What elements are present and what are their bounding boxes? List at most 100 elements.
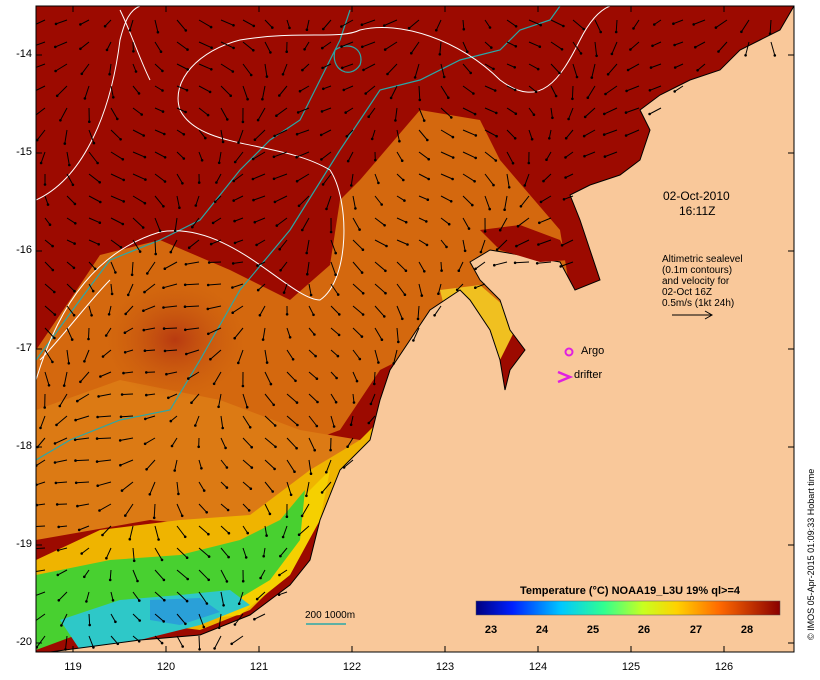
velocity-arrow <box>261 85 266 100</box>
velocity-arrow <box>44 283 55 293</box>
velocity-arrowhead <box>120 393 124 396</box>
velocity-arrow <box>37 437 46 448</box>
velocity-arrow <box>36 41 46 46</box>
velocity-arrow <box>36 547 46 550</box>
velocity-arrow <box>412 327 420 341</box>
velocity-arrowhead <box>256 118 260 122</box>
velocity-arrow <box>110 591 114 601</box>
velocity-arrowhead <box>163 132 166 136</box>
velocity-arrowhead <box>207 578 210 582</box>
velocity-arrow <box>515 261 530 264</box>
velocity-arrowhead <box>579 52 583 55</box>
velocity-arrowhead <box>345 135 349 138</box>
velocity-arrow <box>563 195 574 200</box>
velocity-arrow <box>36 63 46 68</box>
velocity-arrow <box>132 195 146 204</box>
velocity-arrowhead <box>342 466 346 469</box>
velocity-arrowhead <box>114 620 117 624</box>
drifter-marker <box>557 370 574 384</box>
velocity-arrowhead <box>120 489 124 492</box>
velocity-arrowhead <box>402 178 405 182</box>
velocity-arrow <box>108 305 112 315</box>
velocity-arrow <box>40 415 46 429</box>
velocity-arrow <box>440 129 454 138</box>
velocity-arrowhead <box>493 263 496 267</box>
velocity-arrowhead <box>183 283 187 287</box>
velocity-arrow <box>231 635 244 645</box>
velocity-arrow <box>257 107 266 121</box>
velocity-arrow <box>374 349 379 363</box>
velocity-arrowhead <box>105 48 109 52</box>
velocity-arrow <box>176 591 188 602</box>
velocity-arrowhead <box>433 314 436 317</box>
velocity-arrowhead <box>232 46 235 50</box>
velocity-arrow <box>715 19 728 29</box>
velocity-arrowhead <box>312 313 315 317</box>
velocity-arrowhead <box>62 384 66 387</box>
velocity-arrow <box>374 283 386 294</box>
velocity-arrowhead <box>438 53 442 56</box>
map-time: 16:11Z <box>679 204 716 218</box>
velocity-arrowhead <box>225 486 229 489</box>
velocity-arrow <box>528 85 537 93</box>
velocity-arrowhead <box>209 357 212 361</box>
velocity-arrow <box>673 19 684 25</box>
velocity-arrow <box>363 63 376 71</box>
velocity-arrow <box>440 261 443 271</box>
velocity-arrowhead <box>383 48 387 51</box>
velocity-arrowhead <box>403 293 407 297</box>
velocity-arrow <box>237 349 244 364</box>
velocity-arrow <box>174 217 178 231</box>
velocity-arrow <box>410 41 420 54</box>
velocity-arrowhead <box>515 244 518 248</box>
velocity-arrowhead <box>73 289 76 293</box>
velocity-arrow <box>274 129 288 137</box>
velocity-arrowhead <box>33 621 36 624</box>
velocity-arrowhead <box>386 72 389 76</box>
velocity-arrowhead <box>163 156 167 159</box>
velocity-arrowhead <box>92 141 96 145</box>
velocity-arrowhead <box>272 177 276 181</box>
velocity-arrowhead <box>320 158 323 161</box>
velocity-arrowhead <box>346 445 349 449</box>
lon-tick-label: 124 <box>528 661 548 673</box>
velocity-arrowhead <box>48 223 52 226</box>
velocity-arrowhead <box>603 155 607 158</box>
velocity-arrowhead <box>651 44 654 48</box>
velocity-arrowhead <box>301 228 304 232</box>
velocity-arrow <box>352 371 358 382</box>
velocity-arrow <box>220 459 228 468</box>
velocity-arrowhead <box>73 202 77 206</box>
velocity-arrowhead <box>423 270 426 273</box>
velocity-arrowhead <box>288 26 291 30</box>
velocity-arrow <box>218 151 222 163</box>
velocity-arrow <box>506 41 517 47</box>
velocity-arrowhead <box>255 243 258 247</box>
velocity-arrowhead <box>233 336 236 340</box>
velocity-arrowhead <box>32 24 35 27</box>
velocity-arrowhead <box>232 24 235 27</box>
velocity-arrowhead <box>58 404 62 408</box>
velocity-arrow <box>396 129 400 142</box>
velocity-arrowhead <box>694 45 697 49</box>
velocity-arrow <box>220 547 229 558</box>
velocity-arrow <box>462 239 466 251</box>
velocity-arrow <box>517 217 530 227</box>
velocity-arrowhead <box>740 30 743 34</box>
velocity-arrowhead <box>319 133 323 137</box>
velocity-arrow <box>188 371 200 380</box>
velocity-arrow <box>36 459 46 467</box>
velocity-arrow <box>352 305 364 315</box>
velocity-arrowhead <box>273 467 276 471</box>
velocity-arrow <box>306 239 310 254</box>
velocity-arrowhead <box>412 339 415 342</box>
velocity-arrowhead <box>514 45 518 48</box>
velocity-arrow <box>769 19 772 34</box>
velocity-arrow <box>154 613 165 622</box>
velocity-arrowhead <box>511 161 515 165</box>
velocity-arrow <box>462 151 476 159</box>
velocity-arrowhead <box>116 117 119 121</box>
velocity-arrow <box>361 19 376 26</box>
velocity-arrowhead <box>91 289 95 293</box>
velocity-arrow <box>607 63 618 75</box>
